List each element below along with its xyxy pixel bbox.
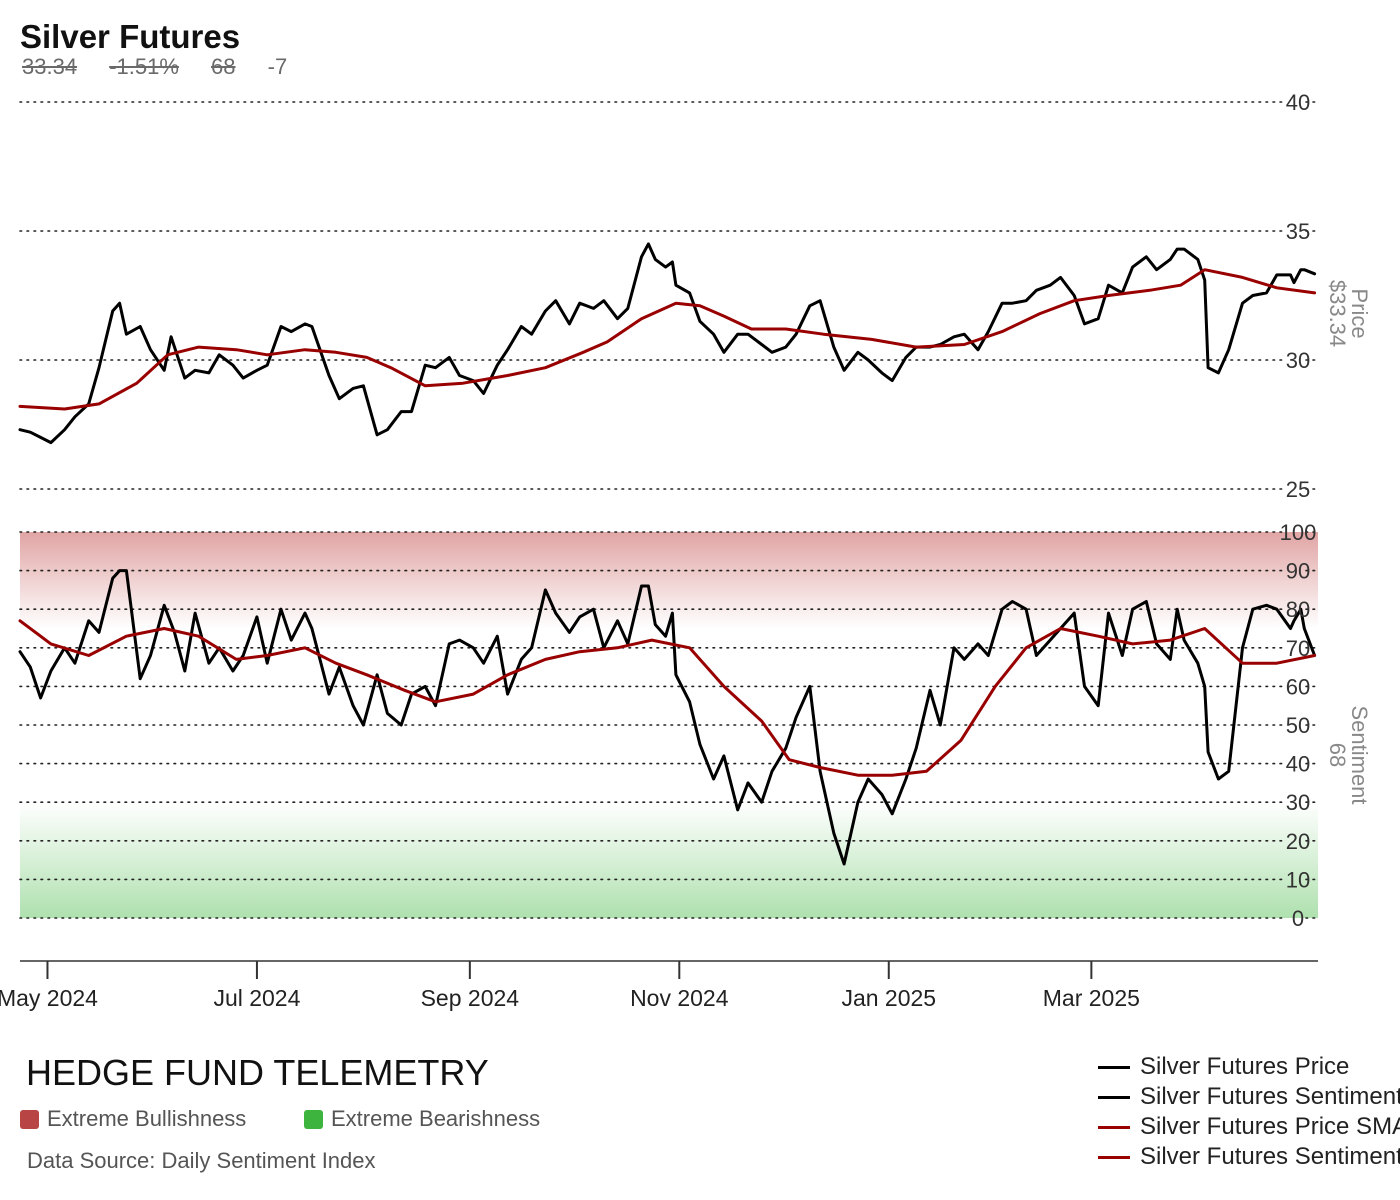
key-bear-label: Extreme Bearishness xyxy=(331,1106,541,1131)
legend-line-swatch xyxy=(1098,1095,1130,1099)
header-stats: 33.34 -1.51% 68 -7 xyxy=(22,54,313,80)
legend-line-swatch xyxy=(1098,1155,1130,1159)
change-percent: -1.51% xyxy=(109,54,179,79)
x-tick-label: Jan 2025 xyxy=(841,985,936,1011)
y-tick-label: 0 xyxy=(1292,906,1304,931)
data-lines xyxy=(18,242,1317,866)
legend: Silver Futures Price Silver Futures Sent… xyxy=(1098,1052,1400,1172)
y-tick-label: 60 xyxy=(1286,674,1310,699)
key-extreme-bullishness: Extreme Bullishness xyxy=(20,1106,246,1132)
silver-futures-price-line xyxy=(18,242,1317,445)
y-tick-label: 40 xyxy=(1286,752,1310,777)
legend-label: Silver Futures Sentiment xyxy=(1140,1083,1400,1110)
y-axis-label: Price xyxy=(1347,288,1372,338)
legend-item-sentiment-sma: Silver Futures Sentiment SMA xyxy=(1098,1142,1400,1172)
zone-extreme-bearishness xyxy=(20,802,1318,918)
y-tick-label: 40 xyxy=(1286,90,1310,115)
price-value: 33.34 xyxy=(22,54,78,79)
legend-label: Silver Futures Price xyxy=(1140,1053,1350,1080)
key-bull-label: Extreme Bullishness xyxy=(47,1106,247,1131)
x-tick-label: Nov 2024 xyxy=(630,985,729,1011)
y-tick-label: 70 xyxy=(1286,636,1310,661)
grid-lines xyxy=(19,101,1319,919)
y-tick-label: 90 xyxy=(1286,559,1310,584)
chart-title: Silver Futures xyxy=(20,18,241,55)
bear-swatch xyxy=(304,1109,323,1129)
x-tick-label: Mar 2025 xyxy=(1043,985,1140,1011)
x-tick-label: May 2024 xyxy=(0,985,98,1011)
legend-item-sentiment: Silver Futures Sentiment xyxy=(1098,1082,1400,1112)
legend-item-price-sma: Silver Futures Price SMA xyxy=(1098,1112,1400,1142)
zone-extreme-bullishness xyxy=(20,532,1318,629)
y-axis-value: 68 xyxy=(1325,743,1350,767)
legend-label: Silver Futures Price SMA xyxy=(1140,1113,1400,1140)
key-extreme-bearishness: Extreme Bearishness xyxy=(304,1106,540,1132)
y-tick-label: 30 xyxy=(1286,348,1310,373)
axes: 25 30 35 40 Price$33.34 0 10 20 30 40 50 60 70 80 90 10… xyxy=(0,90,1372,1011)
sentiment-zones xyxy=(20,532,1318,918)
y-tick-label: 25 xyxy=(1286,477,1310,502)
y-axis-value: $33.34 xyxy=(1325,280,1350,347)
y-tick-label: 20 xyxy=(1286,829,1310,854)
data-source: Data Source: Daily Sentiment Index xyxy=(27,1148,376,1173)
legend-line-swatch xyxy=(1098,1065,1130,1069)
sentiment-value: 68 xyxy=(211,54,236,79)
sentiment-change: -7 xyxy=(267,54,288,79)
x-tick-label: Jul 2024 xyxy=(213,985,300,1011)
legend-line-swatch xyxy=(1098,1125,1130,1129)
legend-item-price: Silver Futures Price xyxy=(1098,1052,1400,1082)
y-tick-label: 10 xyxy=(1286,867,1310,892)
y-tick-label: 30 xyxy=(1286,790,1310,815)
bull-swatch xyxy=(20,1109,39,1129)
brand-name: HEDGE FUND TELEMETRY xyxy=(26,1052,489,1093)
y-tick-label: 100 xyxy=(1280,520,1317,545)
silver-futures-sentiment-sma-line xyxy=(18,619,1317,777)
y-tick-label: 50 xyxy=(1286,713,1310,738)
legend-label: Silver Futures Sentiment SMA xyxy=(1140,1143,1400,1170)
y-axis-label: Sentiment xyxy=(1347,705,1372,804)
y-tick-label: 80 xyxy=(1286,597,1310,622)
chart-canvas: 25 30 35 40 Price$33.34 0 10 20 30 40 50 60 70 80 90 10… xyxy=(0,90,1372,1011)
y-axis-title: Price$33.34 xyxy=(1325,280,1372,347)
x-tick-label: Sep 2024 xyxy=(421,985,520,1011)
silver-futures-price-sma-line xyxy=(18,268,1317,411)
y-tick-label: 35 xyxy=(1286,219,1310,244)
